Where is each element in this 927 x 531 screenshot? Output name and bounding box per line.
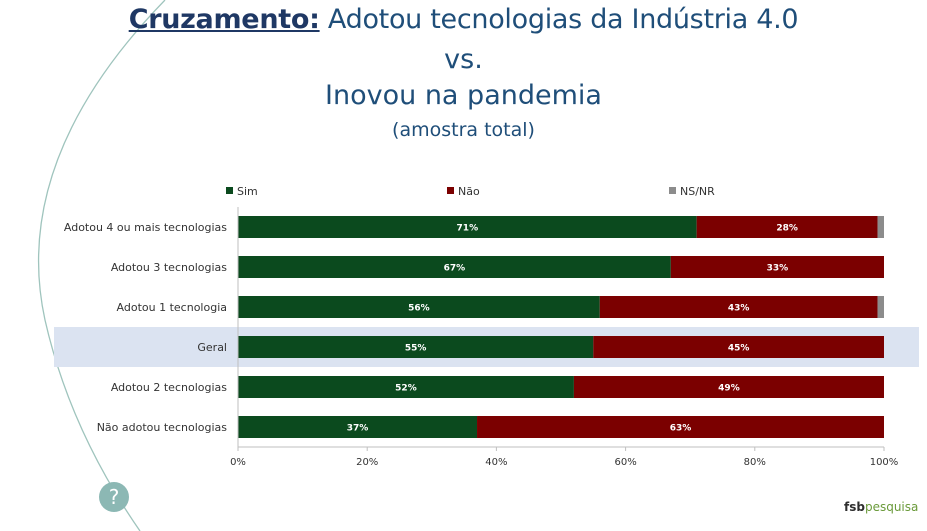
bar-segment xyxy=(238,336,594,358)
title-vs: vs. xyxy=(444,44,483,75)
category-label: Adotou 2 tecnologias xyxy=(111,381,227,394)
data-label: 33% xyxy=(767,264,789,274)
help-icon[interactable]: ? xyxy=(99,482,129,512)
legend-label: Sim xyxy=(237,185,258,198)
legend-swatch xyxy=(226,187,233,194)
title-subtitle: (amostra total) xyxy=(392,119,535,141)
data-label: 55% xyxy=(405,344,427,354)
data-label: 37% xyxy=(347,424,369,434)
category-label: Adotou 4 ou mais tecnologias xyxy=(64,221,227,234)
x-tick-label: 60% xyxy=(614,457,636,468)
legend-label: NS/NR xyxy=(680,185,715,198)
data-label: 28% xyxy=(776,224,798,234)
bar-segment xyxy=(238,216,697,238)
category-label: Adotou 3 tecnologias xyxy=(111,261,227,274)
bar-segment xyxy=(238,296,600,318)
bar-segment xyxy=(599,296,878,318)
data-label: 56% xyxy=(408,304,430,314)
data-label: 52% xyxy=(395,384,417,394)
x-tick-label: 20% xyxy=(356,457,378,468)
title-line3: Inovou na pandemia xyxy=(325,80,602,111)
logo: fsbpesquisa xyxy=(844,500,918,514)
legend-swatch xyxy=(669,187,676,194)
category-label: Adotou 1 tecnologia xyxy=(117,301,227,314)
bar-segment xyxy=(670,256,884,278)
title-lead: Cruzamento: xyxy=(128,4,320,35)
bar-segment xyxy=(593,336,884,358)
data-label: 49% xyxy=(718,384,740,394)
legend-label: Não xyxy=(458,185,480,198)
data-label: 63% xyxy=(670,424,692,434)
data-label: 67% xyxy=(444,264,466,274)
bar-segment xyxy=(477,416,884,438)
bar-segment xyxy=(238,256,671,278)
data-label: 45% xyxy=(728,344,750,354)
page-title: Cruzamento: Adotou tecnologias da Indúst… xyxy=(0,4,927,35)
x-tick-label: 40% xyxy=(485,457,507,468)
x-tick-label: 0% xyxy=(230,457,246,468)
title-rest: Adotou tecnologias da Indústria 4.0 xyxy=(327,4,799,35)
category-label: Não adotou tecnologias xyxy=(97,421,228,434)
bar-segment xyxy=(877,296,884,318)
x-tick-label: 80% xyxy=(744,457,766,468)
bar-segment xyxy=(238,376,574,398)
data-label: 43% xyxy=(728,304,750,314)
data-label: 71% xyxy=(457,224,479,234)
bar-segment xyxy=(696,216,878,238)
bar-segment xyxy=(573,376,884,398)
category-label: Geral xyxy=(197,341,227,354)
legend-swatch xyxy=(447,187,454,194)
x-tick-label: 100% xyxy=(870,457,899,468)
logo-part2: pesquisa xyxy=(864,500,919,514)
logo-part1: fsb xyxy=(844,500,865,514)
bar-segment xyxy=(877,216,884,238)
bar-segment xyxy=(238,416,478,438)
